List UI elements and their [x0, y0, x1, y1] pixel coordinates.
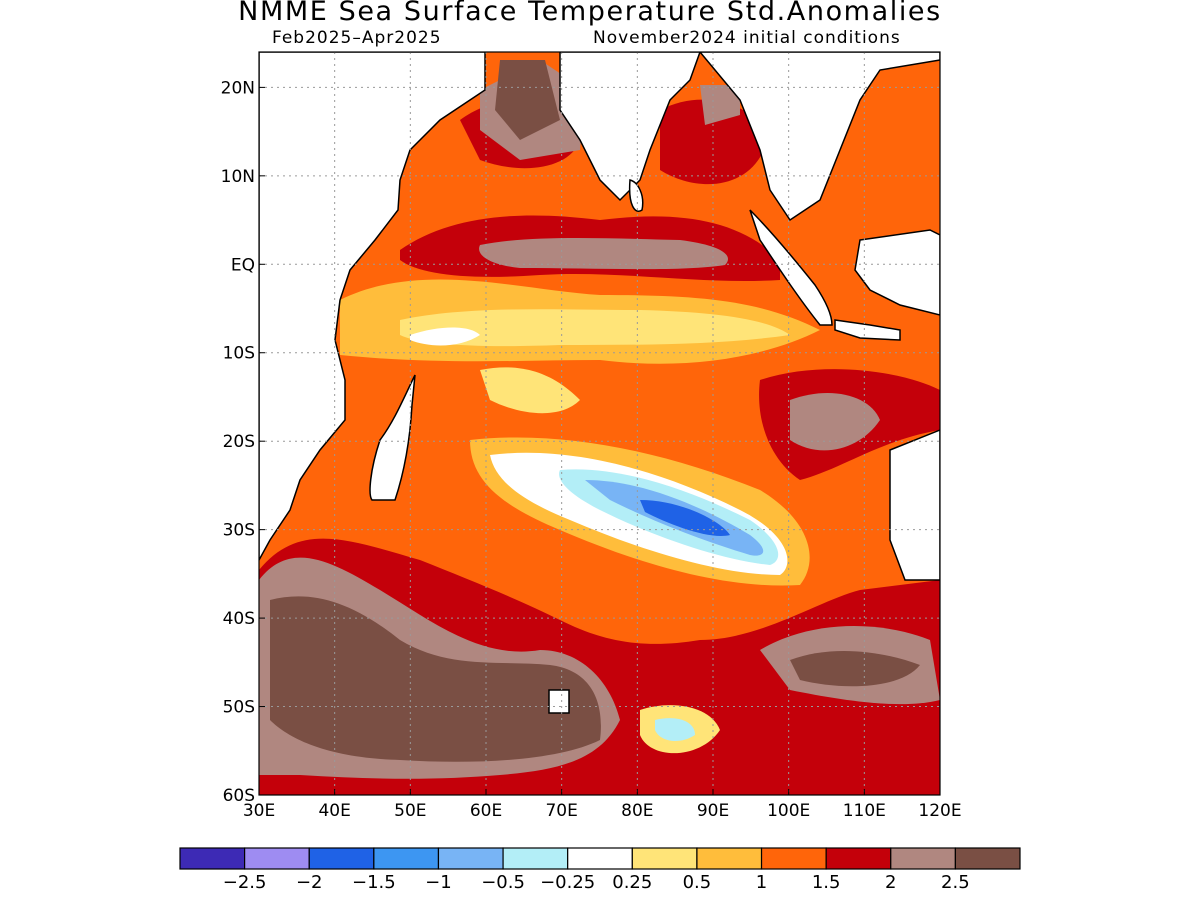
- kerguelen-islands: [548, 689, 570, 714]
- x-tick-label: 100E: [767, 801, 810, 821]
- southeast-asia-landmass: [699, 52, 940, 222]
- forecast-period: Feb2025–Apr2025: [272, 28, 442, 48]
- anomaly-bay-of-bengal: [660, 99, 770, 185]
- y-tick-label: 40S: [223, 609, 255, 629]
- anomaly-north-core: [479, 237, 728, 270]
- anomaly-band-max-a: [270, 596, 601, 762]
- colorbar-swatch: [954, 847, 1021, 870]
- x-tick-label: 110E: [843, 801, 886, 821]
- colorbar-swatch: [437, 847, 504, 870]
- sri-lanka: [628, 179, 644, 212]
- graticule: [259, 52, 940, 795]
- colorbar-label: 2: [885, 872, 897, 893]
- borneo: [854, 229, 940, 316]
- y-tick-label: 10N: [221, 167, 255, 187]
- x-tick-label: 80E: [621, 801, 653, 821]
- anomaly-tongue-core: [640, 500, 730, 536]
- anomaly-south-cool: [655, 718, 695, 742]
- colorbar-label: −0.25: [540, 872, 596, 893]
- colorbar-swatch: [244, 847, 310, 870]
- y-axis-ticks: 20N 10N EQ 10S 20S 30S 40S 50S 60S: [221, 78, 265, 806]
- australia-landmass: [889, 429, 940, 581]
- colorbar-label: 2.5: [941, 872, 970, 893]
- colorbar-swatch: [308, 847, 375, 870]
- colorbar-swatch: [502, 847, 569, 870]
- colorbar-label: 1: [755, 872, 768, 893]
- colorbar-swatch: [825, 847, 892, 870]
- anomaly-bay-core: [700, 85, 740, 125]
- colorbar: [179, 847, 1021, 870]
- india-landmass: [559, 52, 701, 202]
- anomaly-neutral-patch: [410, 327, 480, 346]
- x-tick-label: 90E: [697, 801, 729, 821]
- colorbar-label: 0.5: [682, 872, 712, 893]
- x-tick-label: 70E: [545, 801, 577, 821]
- x-tick-label: 50E: [394, 801, 426, 821]
- colorbar-label: −2: [295, 872, 323, 893]
- x-tick-label: 30E: [243, 801, 275, 821]
- colorbar-label: 1.5: [811, 872, 841, 893]
- y-tick-label: 30S: [223, 521, 255, 541]
- x-tick-label: 40E: [318, 801, 350, 821]
- colorbar-swatch: [760, 847, 827, 870]
- madagascar: [369, 374, 416, 501]
- anomaly-band-max-b: [790, 650, 920, 687]
- colorbar-swatch: [890, 847, 956, 870]
- colorbar-swatch: [567, 847, 633, 870]
- africa-landmass: [259, 52, 486, 561]
- x-tick-label: 60E: [470, 801, 502, 821]
- colorbar-swatch: [373, 847, 440, 870]
- y-tick-label: 10S: [223, 344, 255, 364]
- java: [834, 319, 901, 341]
- colorbar-label: 0.25: [612, 872, 653, 893]
- colorbar-label: −1: [425, 872, 452, 893]
- colorbar-label: −2.5: [222, 872, 267, 893]
- x-tick-label: 120E: [918, 801, 961, 821]
- x-axis-ticks: 30E 40E 50E 60E 70E 80E 90E 100E 110E 120E: [243, 789, 962, 821]
- map-title: NMME Sea Surface Temperature Std.Anomali…: [238, 0, 942, 27]
- anomaly-equatorial-weak: [400, 309, 790, 347]
- anomaly-weak-patch: [480, 367, 580, 414]
- y-tick-label: 20S: [223, 432, 255, 452]
- land-masses: [259, 52, 940, 714]
- y-tick-label: 20N: [221, 78, 255, 98]
- sumatra: [749, 209, 833, 326]
- y-tick-label: EQ: [231, 255, 255, 275]
- colorbar-swatch: [696, 847, 763, 870]
- y-tick-label: 60S: [223, 786, 255, 806]
- colorbar-label: −1.5: [351, 872, 396, 893]
- colorbar-swatch: [179, 847, 246, 870]
- initial-conditions: November2024 initial conditions: [593, 28, 901, 48]
- map-frame: [258, 51, 941, 796]
- colorbar-swatch: [631, 847, 698, 870]
- colorbar-label: −0.5: [481, 872, 525, 893]
- y-tick-label: 50S: [223, 698, 255, 718]
- anomaly-arabian-max: [495, 60, 560, 140]
- anomaly-east-core: [790, 392, 880, 451]
